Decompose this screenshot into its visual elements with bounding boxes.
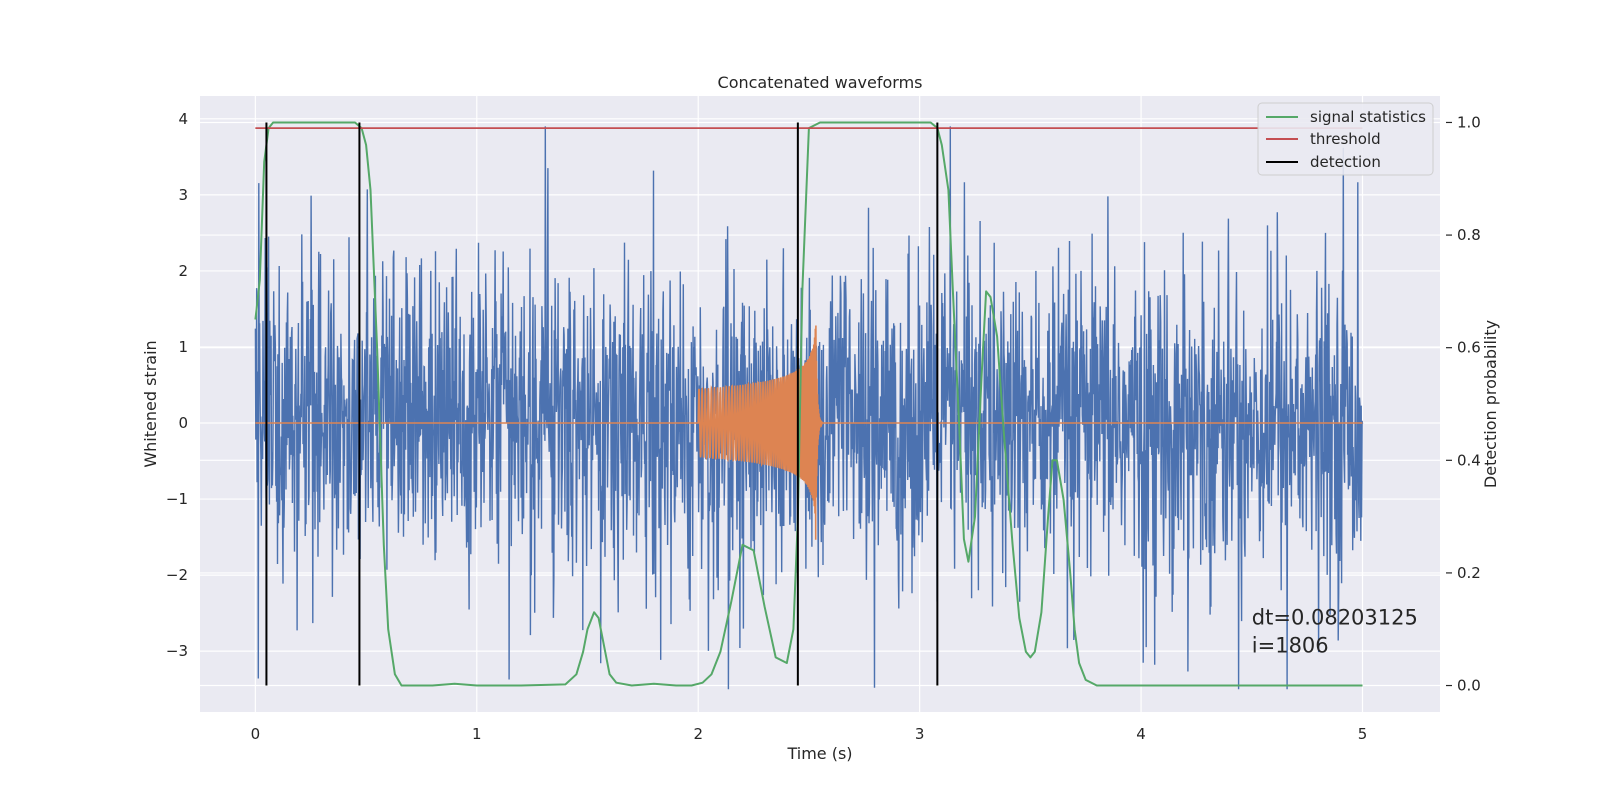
- annotations: dt=0.08203125 i=1806: [1252, 606, 1418, 658]
- y-tick-label: 0: [178, 414, 188, 432]
- y-axis-right-label: Detection probability: [1481, 320, 1500, 488]
- legend-box: [1257, 102, 1434, 176]
- y-right-tick-label: 0.0: [1457, 677, 1481, 695]
- waveform-series: [255, 325, 1363, 540]
- legend-label-threshold: threshold: [1310, 130, 1381, 148]
- x-tick-label: 0: [251, 725, 261, 743]
- y-axis-right: 0.0 0.2 0.4 0.6 0.8 1.0: [1446, 113, 1481, 695]
- y-tick-label: 2: [178, 262, 188, 280]
- signal-statistics-series: [254, 121, 1363, 687]
- y-right-tick-label: 0.2: [1457, 564, 1481, 582]
- y-tick-label: 4: [178, 110, 188, 128]
- x-tick-label: 5: [1358, 725, 1368, 743]
- x-tick-label: 2: [693, 725, 703, 743]
- chart-title: Concatenated waveforms: [718, 73, 923, 92]
- y-axis-left: −3 −2 −1 0 1 2 3 4: [166, 110, 188, 660]
- legend-label-detection: detection: [1310, 153, 1381, 171]
- x-axis: 0 1 2 3 4 5: [251, 725, 1368, 743]
- x-tick-label: 1: [472, 725, 482, 743]
- y-tick-label: −2: [166, 566, 188, 584]
- y-right-tick-label: 0.6: [1457, 339, 1481, 357]
- y-tick-label: 3: [178, 186, 188, 204]
- y-axis-label: Whitened strain: [141, 340, 160, 467]
- y-tick-label: 1: [178, 338, 188, 356]
- annotation-text: dt=0.08203125: [1252, 606, 1418, 630]
- detection-series: [265, 122, 939, 686]
- signal-statistics-line: [254, 121, 1363, 687]
- y-tick-label: −3: [166, 642, 188, 660]
- annotation-text: i=1806: [1252, 634, 1329, 658]
- y-tick-label: −1: [166, 490, 188, 508]
- y-right-tick-label: 0.8: [1457, 226, 1481, 244]
- legend: signal statistics threshold detection: [1257, 102, 1434, 176]
- legend-label-signal-statistics: signal statistics: [1310, 108, 1426, 126]
- y-right-tick-label: 1.0: [1457, 113, 1481, 131]
- y-right-tick-label: 0.4: [1457, 451, 1481, 469]
- x-tick-label: 4: [1136, 725, 1146, 743]
- x-axis-label: Time (s): [786, 744, 852, 763]
- x-tick-label: 3: [915, 725, 925, 743]
- waveform-line: [255, 325, 1363, 540]
